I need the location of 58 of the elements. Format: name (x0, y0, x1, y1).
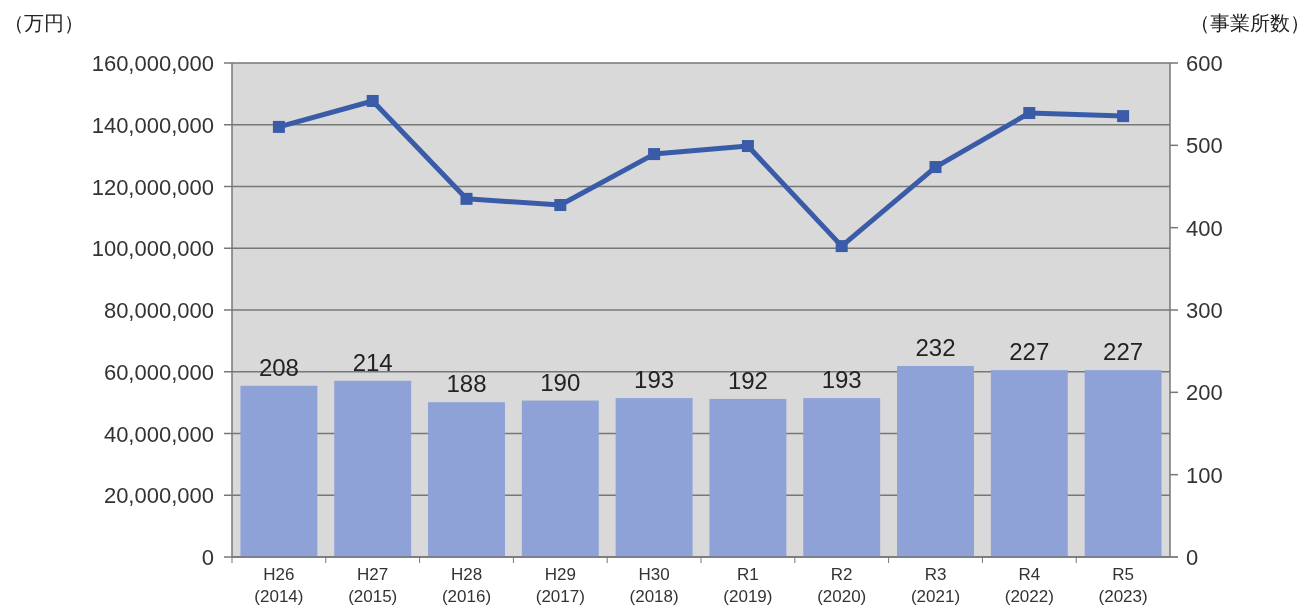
y2-tick-label: 600 (1186, 51, 1223, 76)
point (366, 94, 379, 107)
y2-axis-title: （事業所数） (1190, 12, 1310, 34)
data-label: 193 (634, 366, 675, 394)
bar (803, 398, 881, 557)
data-label: 190 (540, 368, 581, 396)
point (741, 140, 754, 153)
bar (521, 400, 599, 557)
y2-tick-label: 300 (1186, 298, 1223, 323)
point (1117, 110, 1130, 123)
x-tick-label: R3 (2021) (910, 565, 961, 606)
point (272, 120, 285, 133)
data-label: 193 (821, 366, 862, 394)
y-tick-label: 20,000,000 (103, 483, 214, 509)
x-tick-label: R1 (2019) (723, 565, 773, 606)
data-label: 227 (1103, 338, 1144, 366)
point (554, 199, 567, 212)
y2-tick-label: 500 (1186, 133, 1223, 159)
bar (334, 380, 412, 557)
y2-tick-label: 400 (1186, 215, 1223, 241)
bar (240, 385, 318, 557)
bar (1084, 370, 1162, 557)
y2-tick-label: 100 (1186, 462, 1223, 488)
data-label: 192 (727, 366, 768, 394)
y-tick-label: 100,000,000 (91, 236, 214, 262)
x-tick-label: R5 (2023) (1098, 565, 1148, 606)
bar (709, 398, 787, 557)
y2-tick-label: 0 (1186, 545, 1199, 570)
x-tick-label: R4 (2022) (1004, 565, 1054, 606)
x-tick-label: H28 (2016) (441, 565, 492, 606)
bar (897, 365, 974, 557)
data-label: 188 (446, 370, 487, 398)
y-tick-label: 80,000,000 (103, 298, 214, 323)
point (648, 148, 661, 161)
bar (990, 370, 1068, 557)
x-tick-label: H27 (2015) (348, 565, 398, 606)
x-tick-label: H26 (2014) (254, 565, 304, 606)
y-tick-label: 120,000,000 (91, 174, 214, 200)
point (929, 161, 942, 174)
y-tick-label: 160,000,000 (91, 51, 214, 76)
point (460, 192, 473, 205)
data-label: 214 (352, 348, 393, 376)
x-tick-label: H29 (2017) (535, 565, 585, 606)
x-tick-label: R2 (2020) (817, 565, 867, 606)
bar (615, 398, 693, 557)
y-tick-label: 40,000,000 (103, 421, 214, 447)
data-label: 208 (258, 353, 299, 381)
y-tick-label: 0 (201, 545, 214, 570)
bar (428, 402, 505, 557)
y-axis-title: （万円） (4, 12, 84, 34)
data-label: 232 (915, 333, 956, 361)
x-tick-label: H30 (2018) (629, 565, 679, 606)
y2-tick-label: 200 (1186, 380, 1223, 406)
point (1023, 107, 1036, 120)
point (835, 240, 848, 253)
y-tick-label: 140,000,000 (91, 112, 214, 138)
y-tick-label: 60,000,000 (103, 359, 214, 385)
data-label: 227 (1009, 338, 1050, 366)
